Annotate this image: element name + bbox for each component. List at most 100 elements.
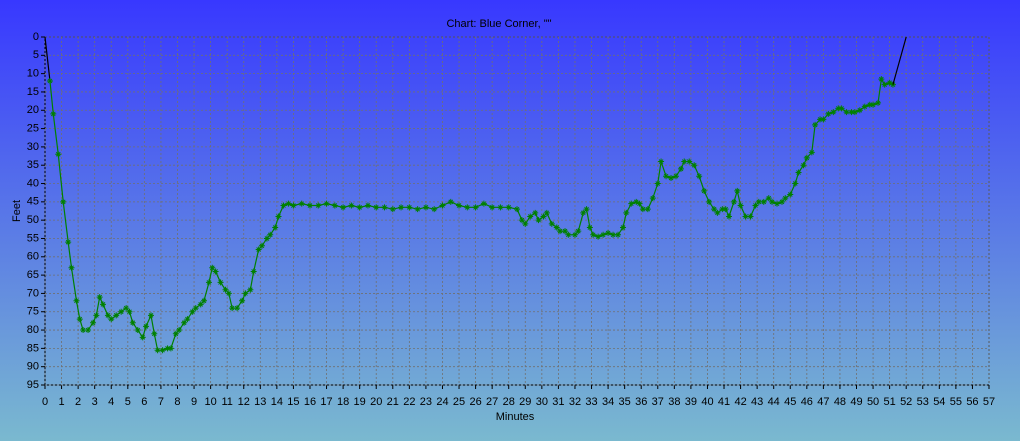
point-marker [356,204,363,211]
x-tick-label: 12 [238,396,250,408]
point-marker [398,204,405,211]
point-marker [275,213,282,220]
point-marker [225,290,232,297]
point-marker [691,162,698,169]
point-marker [93,312,100,319]
y-tick-label: 35 [27,159,39,171]
point-marker [258,242,265,249]
point-marker [878,76,885,83]
point-marker [197,301,204,308]
point-marker [298,200,305,207]
x-tick-label: 45 [784,396,796,408]
point-marker [586,224,593,231]
point-marker [134,327,141,334]
y-tick-label: 60 [27,251,39,263]
point-marker [73,297,80,304]
x-tick-label: 31 [552,396,564,408]
point-marker [422,204,429,211]
point-marker [557,228,564,235]
x-tick-label: 15 [287,396,299,408]
point-marker [820,116,827,123]
x-tick-label: 48 [834,396,846,408]
x-tick-label: 13 [254,396,266,408]
point-marker [181,319,188,326]
point-marker [843,109,850,116]
x-tick-label: 32 [569,396,581,408]
point-marker [250,268,257,275]
y-tick-label: 45 [27,196,39,208]
point-marker [619,224,626,231]
point-marker [431,206,438,213]
x-tick-label: 37 [652,396,664,408]
x-tick-label: 46 [801,396,813,408]
point-marker [742,213,749,220]
point-marker [605,229,612,236]
x-tick-label: 50 [867,396,879,408]
point-marker [497,204,504,211]
y-tick-label: 5 [33,49,39,61]
x-tick-label: 33 [585,396,597,408]
point-marker [472,204,479,211]
x-tick-label: 57 [983,396,995,408]
point-marker [439,202,446,209]
x-tick-label: 6 [141,396,147,408]
point-marker [535,217,542,224]
point-marker [167,345,174,352]
y-tick-label: 10 [27,68,39,80]
point-marker [234,305,241,312]
point-marker [808,149,815,156]
point-marker [514,206,520,213]
x-tick-label: 53 [917,396,929,408]
x-tick-label: 26 [469,396,481,408]
x-tick-label: 8 [174,396,180,408]
point-marker [886,79,893,86]
point-marker [838,105,845,112]
point-marker [875,99,882,106]
point-marker [527,213,534,220]
point-marker [600,231,607,238]
point-marker [714,209,721,216]
point-marker [615,231,622,238]
point-marker [696,173,703,180]
y-tick-label: 25 [27,122,39,134]
point-marker [239,297,246,304]
x-tick-label: 11 [221,396,232,408]
point-marker [711,206,718,213]
point-marker [447,198,454,205]
point-marker [55,151,62,158]
y-tick-label: 15 [27,86,39,98]
point-marker [610,231,617,238]
point-marker [108,316,115,323]
point-marker [60,198,67,205]
point-marker [725,213,732,220]
point-marker [553,224,560,231]
point-marker [147,312,154,319]
point-marker [590,231,597,238]
point-marker [406,204,413,211]
point-marker [464,204,471,211]
point-marker [686,158,693,165]
x-tick-label: 5 [125,396,131,408]
x-tick-label: 10 [204,396,216,408]
point-marker [389,206,396,213]
point-marker [222,286,229,293]
point-marker [96,294,103,301]
point-marker [663,173,670,180]
point-marker [755,198,762,205]
point-marker [348,202,355,209]
point-marker [104,312,111,319]
point-marker [835,105,842,112]
point-marker [540,213,547,220]
point-marker [861,103,868,110]
x-tick-label: 27 [486,396,498,408]
x-tick-label: 4 [108,396,114,408]
point-marker [364,202,371,209]
point-marker [722,206,729,213]
point-marker [803,154,810,161]
point-marker [184,316,191,323]
point-marker [792,180,799,187]
x-tick-label: 1 [58,396,64,408]
point-marker [649,195,656,202]
point-marker [870,101,877,108]
x-tick-label: 25 [453,396,465,408]
